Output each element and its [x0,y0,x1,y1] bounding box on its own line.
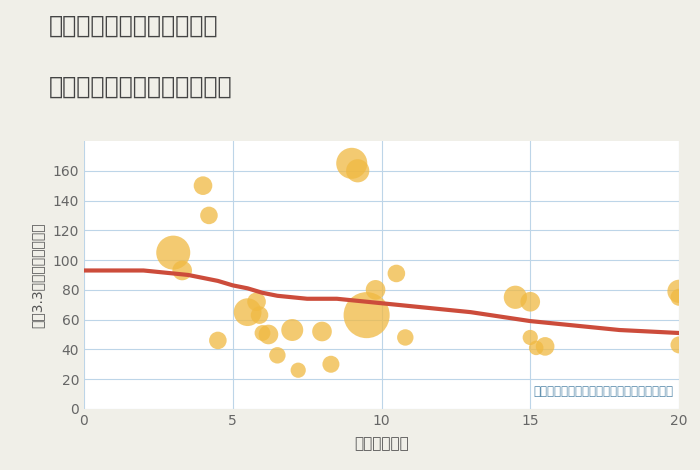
Point [326,360,337,368]
Text: 奈良県奈良市三条宮前町の: 奈良県奈良市三条宮前町の [49,14,218,38]
X-axis label: 駅距離（分）: 駅距離（分） [354,436,409,451]
Point [352,167,363,174]
Point [673,341,685,349]
Point [203,212,214,219]
Point [370,286,381,294]
Text: 駅距離別中古マンション価格: 駅距離別中古マンション価格 [49,75,232,99]
Point [510,293,521,301]
Point [293,367,304,374]
Point [531,344,542,352]
Point [263,331,274,338]
Point [254,311,265,319]
Point [257,329,268,337]
Point [673,293,685,301]
Point [525,298,536,306]
Point [272,352,283,359]
Point [673,288,685,295]
Text: 円の大きさは、取引のあった物件面積を示す: 円の大きさは、取引のあった物件面積を示す [533,385,673,398]
Point [361,311,372,319]
Point [212,337,223,344]
Point [316,328,328,335]
Point [287,326,298,334]
Point [242,308,253,316]
Point [176,267,188,274]
Point [400,334,411,341]
Point [251,298,262,306]
Point [540,343,551,350]
Point [168,249,179,257]
Point [197,182,209,189]
Point [525,334,536,341]
Point [391,270,402,277]
Point [346,159,357,167]
Y-axis label: 坪（3.3㎡）単価（万円）: 坪（3.3㎡）単価（万円） [30,222,44,328]
